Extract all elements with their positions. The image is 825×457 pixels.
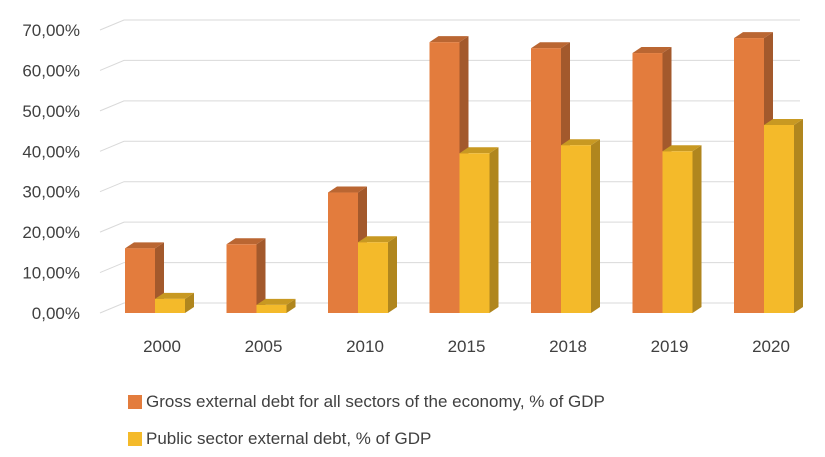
bar-top: [734, 32, 773, 39]
bar-side: [185, 292, 194, 313]
y-tick-label: 60,00%: [22, 61, 80, 80]
bar-2020-series-1: [734, 32, 773, 313]
bars: [125, 32, 803, 314]
bar-side: [388, 236, 397, 313]
bar-front: [531, 48, 561, 313]
bar-front: [662, 151, 693, 313]
x-tick-label: 2018: [549, 337, 587, 356]
bar-front: [632, 53, 663, 314]
bar-front: [459, 153, 490, 313]
bar-front: [764, 125, 794, 313]
bar-top: [531, 42, 570, 49]
legend-label-public-debt: Public sector external debt, % of GDP: [146, 429, 432, 448]
bar-2005-series-1: [226, 238, 266, 313]
bar-front: [561, 145, 591, 313]
bar-front: [256, 304, 287, 313]
bar-top: [358, 236, 397, 243]
bar-2010-series-2: [358, 236, 397, 313]
legend-label-gross-debt: Gross external debt for all sectors of t…: [146, 392, 605, 411]
y-tick-label: 30,00%: [22, 183, 80, 202]
bar-2000-series-1: [125, 242, 164, 313]
bar-top: [328, 186, 367, 193]
bar-front: [226, 244, 257, 313]
y-tick-label: 50,00%: [22, 102, 80, 121]
bar-2018-series-2: [561, 139, 600, 313]
y-tick-label: 0,00%: [32, 304, 80, 323]
bar-2005-series-2: [256, 298, 296, 313]
bar-top: [561, 139, 600, 146]
legend-swatch-public-debt: [128, 432, 142, 446]
bar-2015-series-2: [459, 147, 499, 313]
x-tick-label: 2019: [651, 337, 689, 356]
bar-side: [591, 139, 600, 313]
bar-side: [286, 298, 296, 313]
x-tick-label: 2000: [143, 337, 181, 356]
gridline: [99, 19, 800, 31]
y-tick-label: 20,00%: [22, 223, 80, 242]
x-tick-label: 2010: [346, 337, 384, 356]
gridline: [99, 59, 800, 71]
bar-top: [226, 238, 266, 245]
x-tick-label: 2005: [245, 337, 283, 356]
bar-top: [429, 36, 469, 43]
y-tick-label: 10,00%: [22, 264, 80, 283]
legend-item-gross-debt: Gross external debt for all sectors of t…: [128, 392, 605, 412]
x-tick-label: 2015: [448, 337, 486, 356]
bar-front: [358, 242, 388, 313]
legend-item-public-debt: Public sector external debt, % of GDP: [128, 429, 431, 449]
bar-side: [692, 145, 702, 313]
x-axis-labels: 2000 2005 2010 2015 2018 2019 2020: [143, 337, 790, 356]
legend-swatch-gross-debt: [128, 395, 142, 409]
debt-chart: 0,00% 10,00% 20,00% 30,00% 40,00% 50,00% 60,00…: [22, 19, 803, 356]
bar-top: [632, 47, 672, 54]
bar-front: [328, 192, 358, 313]
bar-front: [125, 248, 155, 313]
bar-top: [256, 298, 296, 305]
bar-front: [429, 42, 460, 313]
bar-side: [794, 119, 803, 313]
bar-front: [734, 38, 764, 313]
bar-top: [764, 119, 803, 126]
y-tick-label: 40,00%: [22, 142, 80, 161]
bar-2020-series-2: [764, 119, 803, 313]
bar-front: [155, 298, 185, 313]
x-tick-label: 2020: [752, 337, 790, 356]
bar-top: [662, 145, 702, 152]
gridline: [99, 100, 800, 112]
bar-side: [489, 147, 499, 313]
bar-top: [125, 242, 164, 249]
bar-side: [256, 238, 266, 313]
bar-top: [459, 147, 499, 154]
y-tick-label: 70,00%: [22, 21, 80, 40]
bar-top: [155, 292, 194, 299]
bar-2000-series-2: [155, 292, 194, 313]
gridlines: [99, 19, 800, 314]
y-axis-labels: 0,00% 10,00% 20,00% 30,00% 40,00% 50,00% 60,00…: [22, 21, 80, 323]
bar-2019-series-2: [662, 145, 702, 313]
